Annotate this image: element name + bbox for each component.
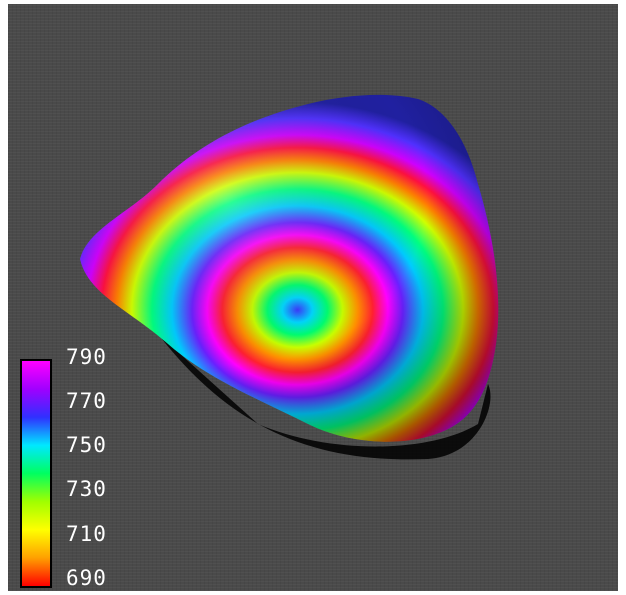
render-viewport: 790 770 750 730 710 690 <box>8 4 618 591</box>
colorbar-tick-770: 770 <box>66 389 107 413</box>
surface-shading <box>80 94 499 442</box>
colorbar-tick-710: 710 <box>66 522 107 546</box>
colorbar-tick-690: 690 <box>66 566 107 590</box>
surface-shadow <box>158 334 491 460</box>
colorbar-scale <box>20 359 52 588</box>
colorbar-tick-730: 730 <box>66 477 107 501</box>
activation-surface-3d <box>80 94 499 460</box>
colorbar-tick-750: 750 <box>66 433 107 457</box>
colorbar-tick-790: 790 <box>66 345 107 369</box>
